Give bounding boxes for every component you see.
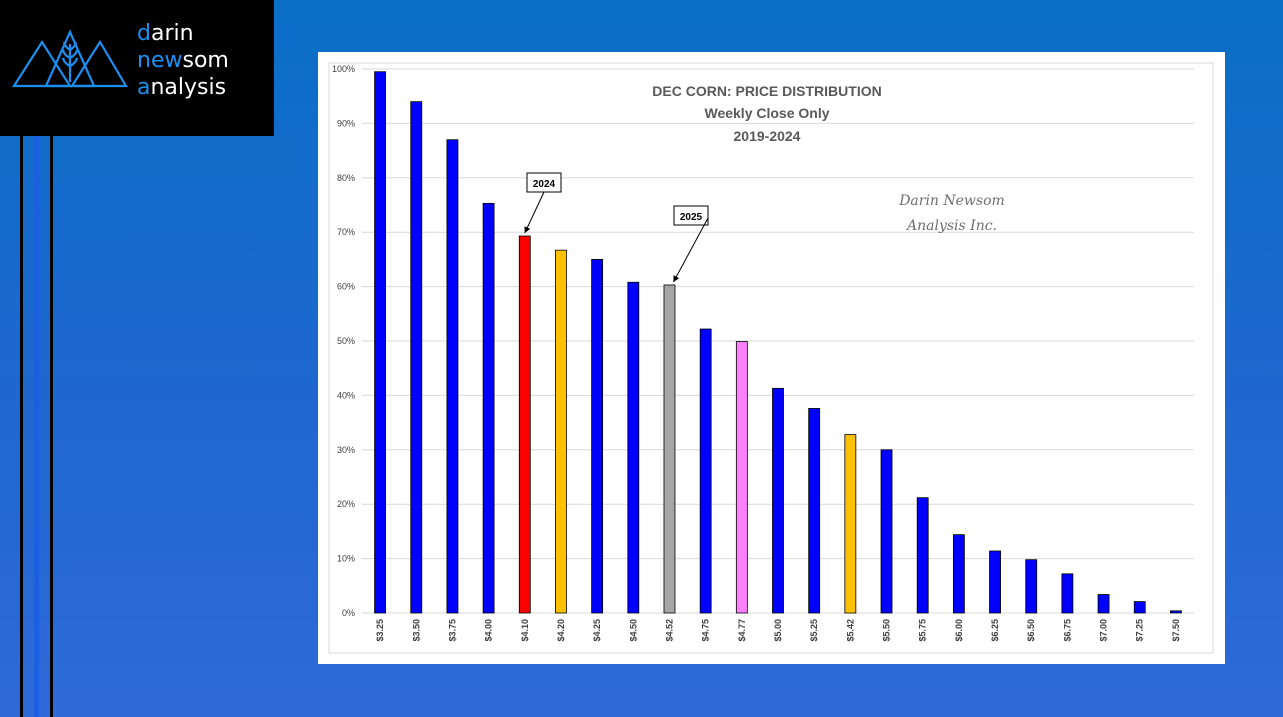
bar: [808, 408, 821, 614]
plot-frame: [328, 62, 1214, 654]
brand-name: darin newsom analysis: [137, 21, 229, 100]
y-tick-label: 50%: [337, 336, 355, 346]
bar: [1025, 559, 1038, 614]
x-tick-label: $7.00: [1099, 619, 1109, 642]
x-tick-label: $4.75: [701, 619, 711, 642]
x-tick-label: $4.52: [664, 619, 674, 642]
chart-panel: $3.25 $3.50 $3.75 $4.00 $4.10 $4.20 $4.25 $4.50…: [318, 52, 1225, 664]
bar: [916, 497, 929, 614]
y-tick-label: 20%: [337, 499, 355, 509]
decor-stripe: [34, 136, 39, 717]
bar: [880, 449, 893, 614]
decor-stripe: [50, 136, 53, 717]
bar: [1133, 601, 1146, 614]
bar: [989, 550, 1001, 614]
bar: [1097, 594, 1110, 614]
bar: [482, 202, 495, 614]
bar: [772, 387, 784, 614]
callout-label: 2024: [533, 179, 556, 190]
chart-years: 2019-2024: [734, 128, 801, 144]
decor-stripe: [20, 136, 23, 717]
y-tick-label: 80%: [337, 173, 355, 183]
y-tick-label: 70%: [337, 227, 355, 237]
bar: [735, 341, 748, 614]
x-tick-label: $7.50: [1171, 619, 1181, 642]
y-tick-label: 30%: [337, 445, 355, 455]
bar: [1170, 610, 1182, 614]
mountain-wheat-icon: [12, 29, 128, 88]
bar: [663, 284, 676, 614]
x-tick-label: $3.25: [375, 619, 385, 642]
x-tick-label: $7.25: [1135, 619, 1145, 642]
y-tick-label: 90%: [337, 118, 355, 128]
x-tick-label: $4.00: [484, 619, 494, 642]
bar: [952, 534, 965, 614]
y-tick-label: 10%: [337, 554, 355, 564]
callout-arrow: [673, 217, 709, 283]
y-tick-label: 40%: [337, 390, 355, 400]
x-tick-label: $5.42: [845, 619, 855, 642]
x-tick-label: $5.75: [918, 619, 928, 642]
callout-box: [673, 205, 709, 226]
bar: [699, 328, 712, 614]
watermark-line2: Analysis Inc.: [905, 218, 997, 234]
x-tick-label: $6.75: [1062, 619, 1072, 642]
callout-arrow: [524, 191, 545, 234]
brand-logo: darin newsom analysis: [0, 0, 274, 136]
bar: [555, 249, 567, 614]
callout-label: 2025: [680, 212, 703, 223]
callout-arrowhead: [673, 275, 680, 282]
x-tick-label: $4.77: [737, 619, 747, 642]
x-tick-label: $5.25: [809, 619, 819, 642]
y-tick-label: 100%: [332, 64, 355, 74]
x-tick-label: $3.75: [447, 619, 457, 642]
x-tick-label: $3.50: [411, 619, 421, 642]
bar: [591, 258, 604, 614]
bar: [844, 434, 857, 614]
x-tick-label: $4.50: [628, 619, 638, 642]
bar: [410, 101, 423, 614]
bar: [446, 139, 459, 614]
y-tick-label: 60%: [337, 282, 355, 292]
bar: [518, 235, 531, 614]
bar: [374, 71, 386, 614]
x-tick-label: $5.00: [773, 619, 783, 642]
callout-arrowhead: [524, 226, 531, 234]
bar: [1061, 573, 1074, 614]
x-tick-label: $4.25: [592, 619, 602, 642]
chart-title: DEC CORN: PRICE DISTRIBUTION: [652, 83, 881, 99]
watermark-line1: Darin Newsom: [898, 193, 1005, 209]
x-tick-label: $4.10: [520, 619, 530, 642]
x-tick-label: $6.50: [1026, 619, 1036, 642]
bar: [627, 281, 640, 614]
x-tick-label: $4.20: [556, 619, 566, 642]
chart-subtitle: Weekly Close Only: [704, 105, 829, 121]
price-distribution-chart: $3.25 $3.50 $3.75 $4.00 $4.10 $4.20 $4.25 $4.50…: [328, 62, 1214, 654]
x-tick-label: $5.50: [882, 619, 892, 642]
x-tick-label: $6.00: [954, 619, 964, 642]
x-tick-label: $6.25: [990, 619, 1000, 642]
y-tick-label: 0%: [342, 608, 355, 618]
